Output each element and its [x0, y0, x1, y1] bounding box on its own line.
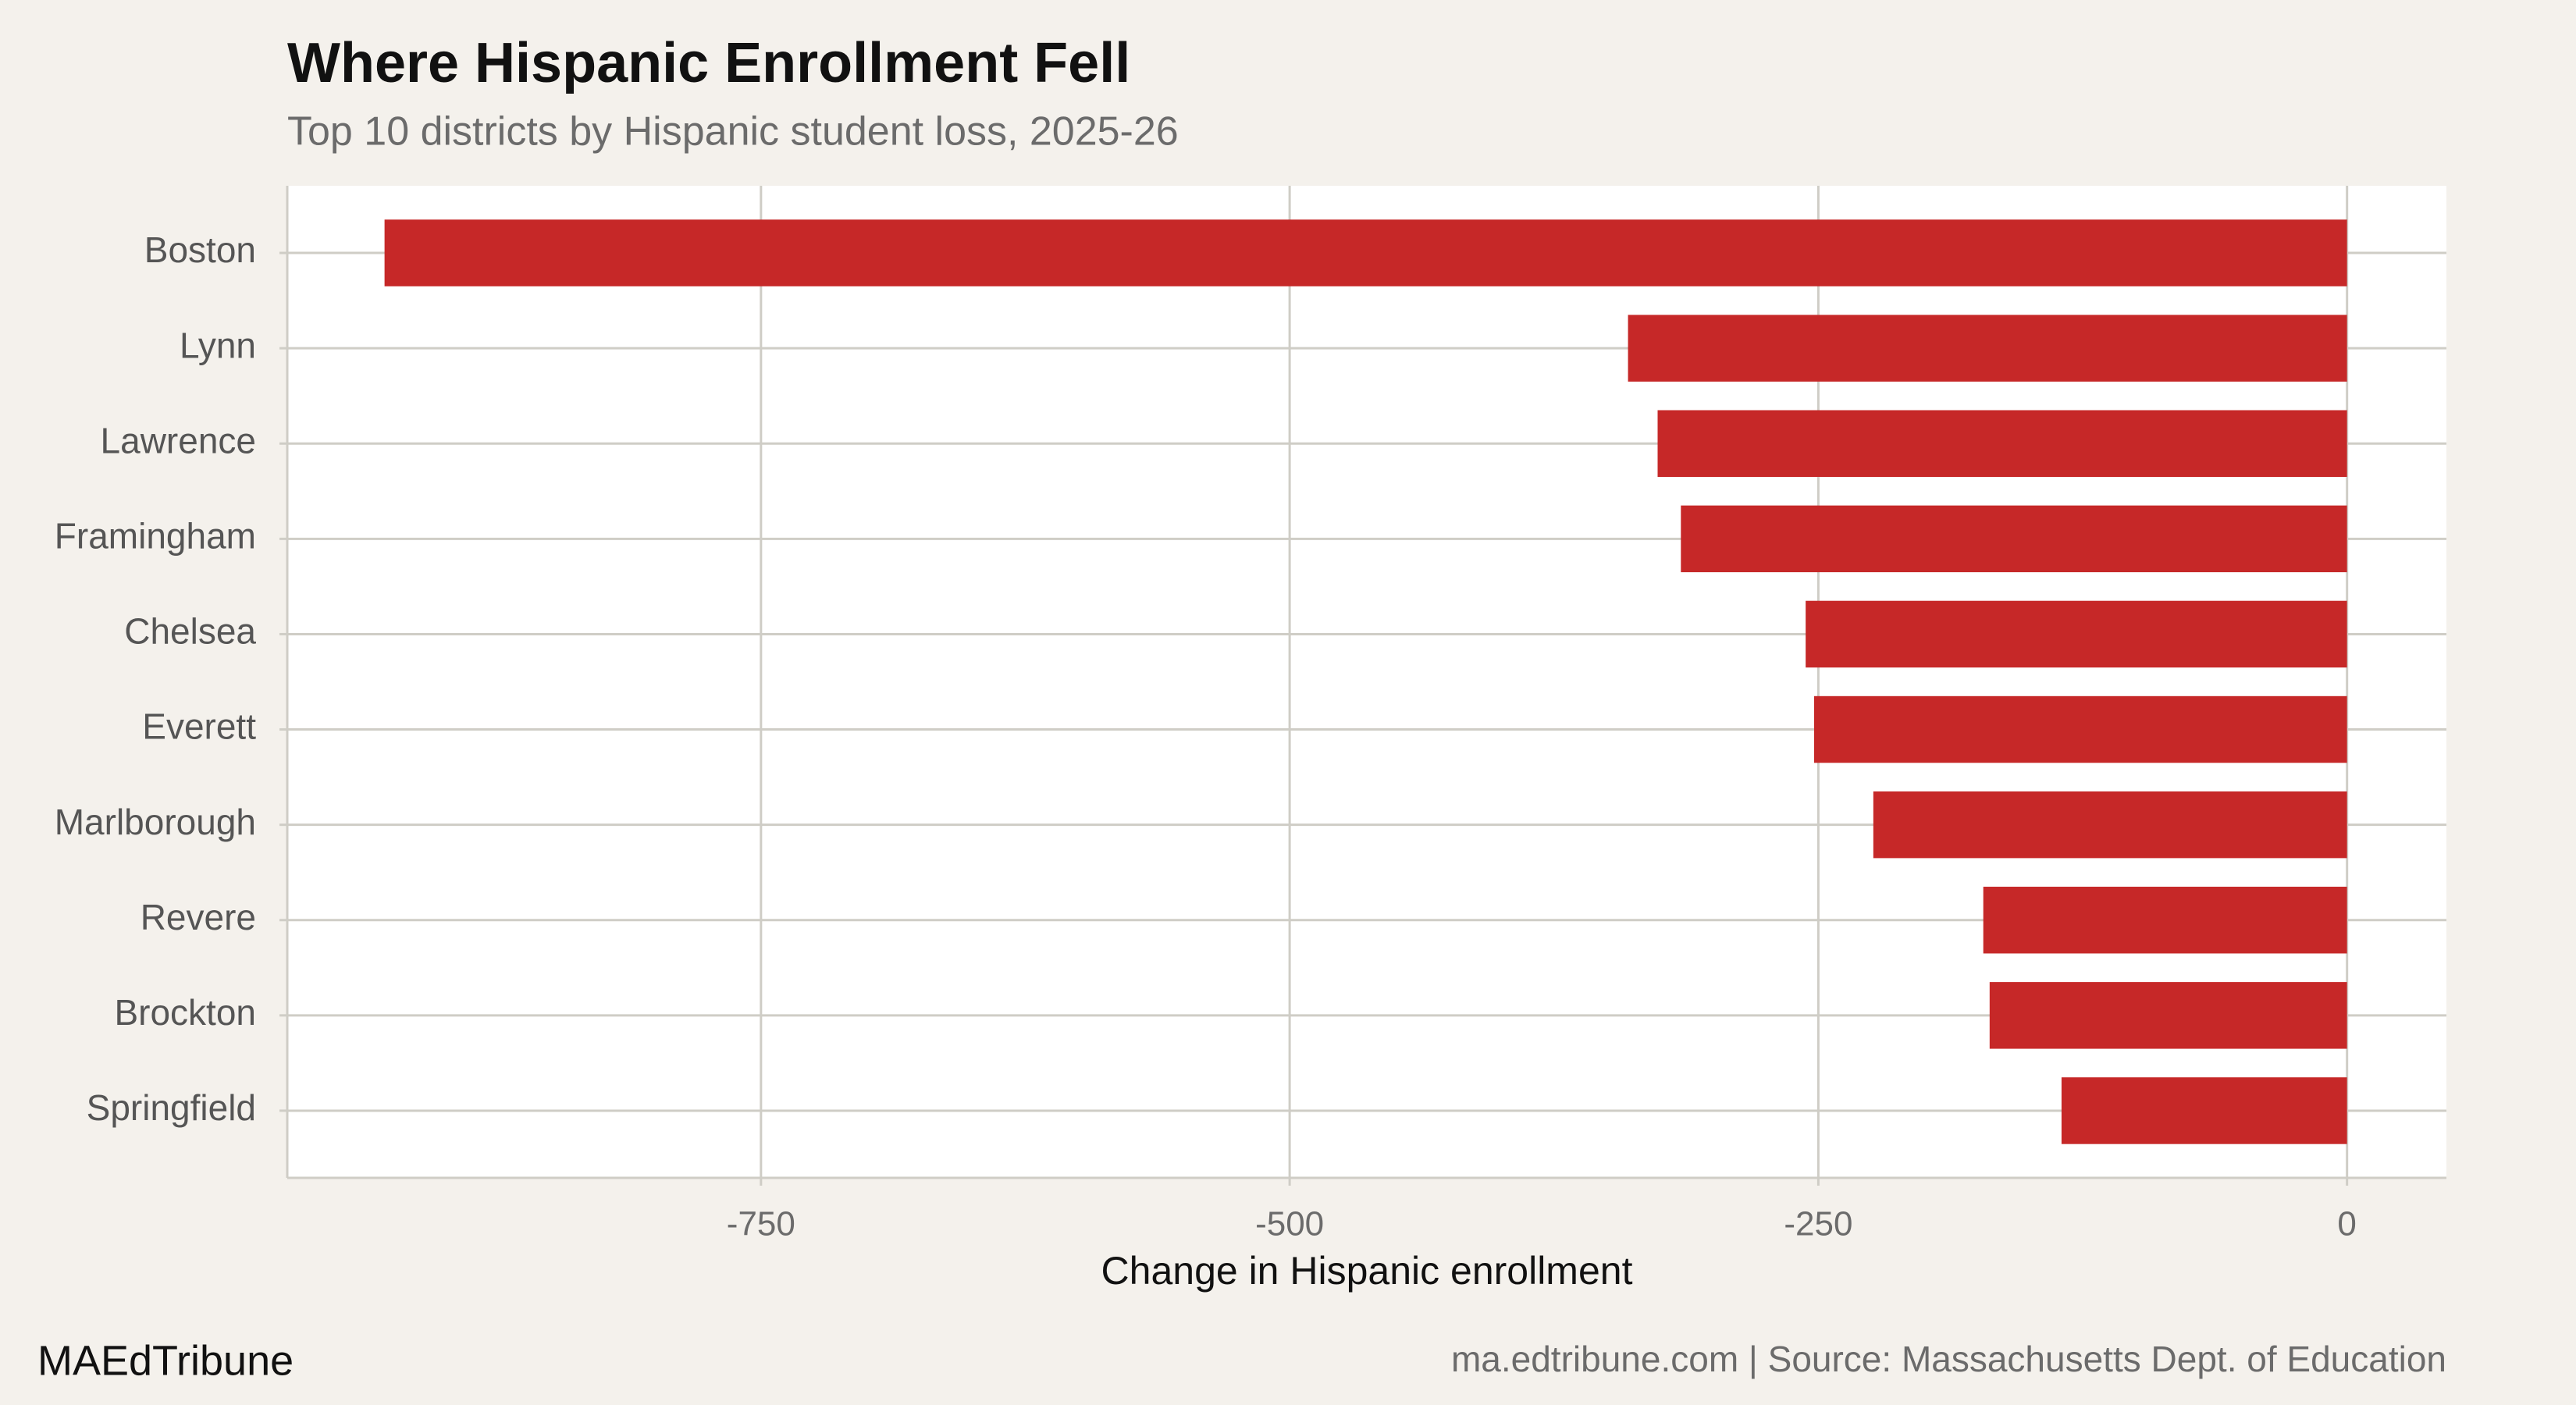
bar [1681, 505, 2347, 573]
x-tick-label: -250 [1784, 1205, 1852, 1243]
bar [384, 219, 2347, 286]
y-tick-label: Framingham [55, 516, 256, 557]
chart-subtitle: Top 10 districts by Hispanic student los… [287, 109, 1179, 155]
x-axis-title: Change in Hispanic enrollment [1101, 1249, 1633, 1293]
y-tick-label: Lawrence [101, 420, 256, 461]
chart-title: Where Hispanic Enrollment Fell [287, 32, 1130, 94]
bar [1628, 315, 2347, 382]
bar [1657, 410, 2347, 477]
bar [1813, 695, 2347, 763]
y-tick-label: Chelsea [124, 611, 256, 652]
bar [2061, 1077, 2347, 1144]
y-tick-label: Springfield [87, 1087, 256, 1128]
y-tick-label: Brockton [114, 992, 256, 1033]
brand: MAEdTribune [37, 1337, 294, 1384]
bar [1983, 887, 2347, 954]
y-tick-label: Boston [144, 229, 256, 270]
bar [1806, 600, 2347, 668]
source-note: ma.edtribune.com | Source: Massachusetts… [1451, 1339, 2446, 1379]
x-tick-label: -500 [1255, 1205, 1324, 1243]
x-tick-label: -750 [727, 1205, 795, 1243]
bar [1989, 982, 2347, 1049]
bars [384, 219, 2347, 1144]
y-tick-label: Revere [141, 897, 256, 937]
y-tick-label: Lynn [180, 325, 256, 365]
y-tick-label: Everett [142, 706, 256, 747]
y-tick-label: Marlborough [55, 802, 256, 842]
bar [1873, 791, 2347, 859]
x-tick-label: 0 [2337, 1205, 2356, 1243]
